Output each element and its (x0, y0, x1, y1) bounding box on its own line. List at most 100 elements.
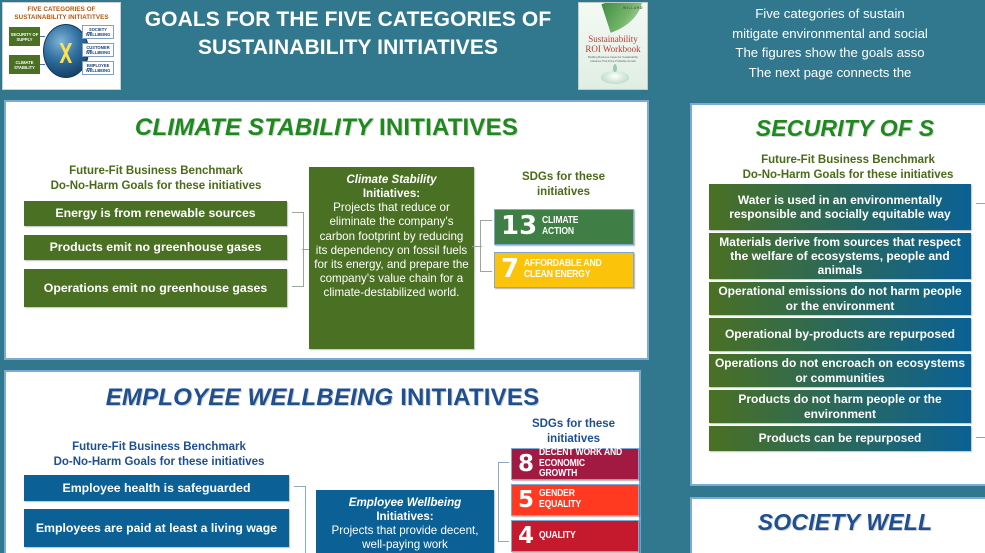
security-goal-1: Water is used in an environmentally resp… (709, 184, 971, 230)
page-title: GOALS FOR THE FIVE CATEGORIES OF SUSTAIN… (128, 6, 568, 61)
panel-employee-title-italic: EMPLOYEE WELLBEING (105, 384, 394, 411)
employee-goals-brace (294, 486, 306, 553)
security-goal-2: Materials derive from sources that respe… (709, 233, 971, 279)
employee-definition-body: Projects that provide decent, well-payin… (331, 524, 479, 552)
climate-sdg-heading: SDGs for these initiatives (491, 170, 636, 199)
security-goal-6: Products do not harm people or the envir… (709, 390, 971, 423)
climate-goals-heading-line1: Future-Fit Business Benchmark (69, 165, 243, 177)
logo-category-employee-wellbeing: EMPLOYEE WELLBEING (82, 61, 114, 76)
sdg-13-number: 13 (501, 211, 538, 242)
logo-category-society-wellbeing: SOCIETY WELLBEING (82, 25, 114, 40)
panel-climate-title-italic: CLIMATE STABILITY (134, 114, 373, 141)
panel-employee-title-normal: INITIATIVES (400, 384, 540, 411)
sdg-5-line2: EQUALITY (539, 499, 582, 510)
climate-definition-title-normal: Initiatives: (362, 187, 421, 201)
panel-security-title-italic: SECURITY OF S (755, 115, 935, 141)
security-goal-7: Products can be repurposed (709, 426, 971, 451)
panel-society-title-italic: SOCIETY WELL (757, 509, 933, 535)
security-goals-brace (976, 203, 985, 438)
sdg-5-label: GENDER EQUALITY (539, 488, 582, 511)
globe-icon (43, 24, 89, 79)
sdg-7-line2: CLEAN ENERGY (524, 269, 591, 280)
employee-goals-heading-line2: Do-No-Harm Goals for these initiatives (53, 455, 265, 468)
employee-sdg-brace (498, 462, 509, 542)
security-goals-heading: Future-Fit Business Benchmark Do-No-Harm… (698, 153, 985, 182)
sdg-badge-7: 7 AFFORDABLE AND CLEAN ENERGY (494, 252, 634, 288)
logo-connector (40, 64, 45, 65)
panel-climate-title-normal: INITIATIVES (378, 114, 519, 141)
sdg-7-number: 7 (501, 254, 520, 285)
security-goals-heading-line2: Do-No-Harm Goals for these initiatives (742, 168, 954, 181)
sdg-4-line1: QUALITY (539, 529, 576, 541)
sdg-badge-13: 13 CLIMATE ACTION (494, 209, 634, 245)
sdg-7-line1: AFFORDABLE AND (524, 258, 602, 270)
panel-climate-stability: CLIMATE STABILITY INITIATIVES Future-Fit… (4, 100, 649, 360)
sdg-4-number: 4 (518, 522, 535, 549)
climate-goal-3: Operations emit no greenhouse gases (24, 269, 287, 307)
header-description: Five categories of sustain mitigate envi… (660, 4, 985, 82)
sdg-badge-5: 5 GENDER EQUALITY (511, 484, 639, 516)
sdg-8-label: DECENT WORK AND ECONOMIC GROWTH (539, 446, 624, 480)
employee-goals-heading-line1: Future-Fit Business Benchmark (72, 441, 246, 453)
book-author: WILLARD (623, 6, 643, 10)
climate-definition-title-italic: Climate Stability (346, 173, 437, 186)
logo-connector (87, 50, 92, 51)
sdg-13-label: CLIMATE ACTION (542, 215, 579, 238)
climate-definition-box: Climate Stability Initiatives: Projects … (309, 167, 474, 349)
employee-definition-title: Employee Wellbeing Initiatives: (321, 496, 489, 524)
panel-security-of-supply: SECURITY OF S Future-Fit Business Benchm… (690, 103, 985, 486)
page-header: FIVE CATEGORIES OF SUSTAINABILITY INITIA… (0, 0, 985, 95)
sdg-badge-8: 8 DECENT WORK AND ECONOMIC GROWTH (511, 446, 639, 480)
logo-category-customer-wellbeing: CUSTOMER WELLBEING (82, 43, 114, 58)
logo-connector (40, 36, 45, 37)
security-goal-3: Operational emissions do not harm people… (709, 282, 971, 315)
climate-goals-brace-stem (302, 249, 312, 250)
sdg-5-number: 5 (518, 486, 535, 513)
employee-goal-1: Employee health is safeguarded (24, 475, 289, 501)
climate-sdg-heading-line2: initiatives (536, 185, 591, 198)
panel-security-title: SECURITY OF S (692, 105, 985, 142)
panel-employee-title: EMPLOYEE WELLBEING INITIATIVES (6, 372, 639, 412)
logo-title: FIVE CATEGORIES OF SUSTAINABILITY INITIA… (7, 6, 116, 21)
header-description-line4: The next page connects the (748, 64, 912, 80)
sdg-13-line1: CLIMATE (542, 215, 579, 227)
employee-sdg-heading-line2: initiatives (546, 432, 601, 445)
climate-goal-1: Energy is from renewable sources (24, 201, 287, 226)
logo-connector (87, 68, 92, 69)
employee-definition-title-italic: Employee Wellbeing (348, 496, 462, 509)
logo-connector (87, 32, 92, 33)
climate-goals-heading: Future-Fit Business Benchmark Do-No-Harm… (16, 164, 296, 193)
book-cover-thumbnail: WILLARD Sustainability ROI Workbook Buil… (578, 2, 648, 90)
climate-definition-body: Projects that reduce or eliminate the co… (314, 201, 469, 300)
book-title: Sustainability ROI Workbook (579, 34, 647, 54)
employee-definition-box: Employee Wellbeing Initiatives: Projects… (316, 490, 494, 553)
sdg-8-line1: DECENT WORK AND (539, 446, 623, 458)
book-subtitle: Building Business Cases for Sustainabili… (587, 56, 639, 63)
header-description-line1: Five categories of sustain (755, 6, 905, 21)
sdg-4-label: QUALITY (539, 529, 576, 542)
book-title-line1: Sustainability (588, 34, 638, 44)
sdg-8-number: 8 (518, 450, 535, 477)
panel-society-title: SOCIETY WELL (692, 499, 985, 536)
sdg-5-line1: GENDER (539, 488, 575, 500)
page-title-line2: SUSTAINABILITY INITIATIVES (197, 35, 499, 59)
climate-sdg-heading-line1: SDGs for these (521, 171, 606, 183)
security-goals-heading-line1: Future-Fit Business Benchmark (761, 154, 935, 166)
employee-sdg-heading-line1: SDGs for these (531, 418, 616, 430)
sdg-badge-4: 4 QUALITY (511, 520, 639, 552)
panel-employee-wellbeing: EMPLOYEE WELLBEING INITIATIVES Future-Fi… (4, 370, 641, 553)
logo-category-climate-stability: CLIMATE STABILITY (9, 55, 40, 75)
employee-goals-heading: Future-Fit Business Benchmark Do-No-Harm… (14, 440, 304, 469)
logo-category-security-of-supply: SECURITY OF SUPPLY (9, 27, 40, 47)
climate-goal-2: Products emit no greenhouse gases (24, 235, 287, 260)
panel-society-wellbeing: SOCIETY WELL (690, 497, 985, 553)
logo-title-line2: SUSTAINABILITY INITIATITVES (14, 13, 109, 21)
climate-goals-heading-line2: Do-No-Harm Goals for these initiatives (50, 179, 262, 192)
climate-definition-title: Climate Stability Initiatives: (314, 173, 469, 201)
employee-sdg-heading: SDGs for these initiatives (506, 417, 641, 446)
employee-goal-2: Employees are paid at least a living wag… (24, 509, 289, 547)
sdg-8-line2: ECONOMIC GROWTH (539, 457, 585, 480)
employee-definition-title-normal: Initiatives: (376, 510, 434, 524)
water-drop-icon (601, 64, 629, 84)
security-goal-5: Operations do not encroach on ecosystems… (709, 354, 971, 387)
